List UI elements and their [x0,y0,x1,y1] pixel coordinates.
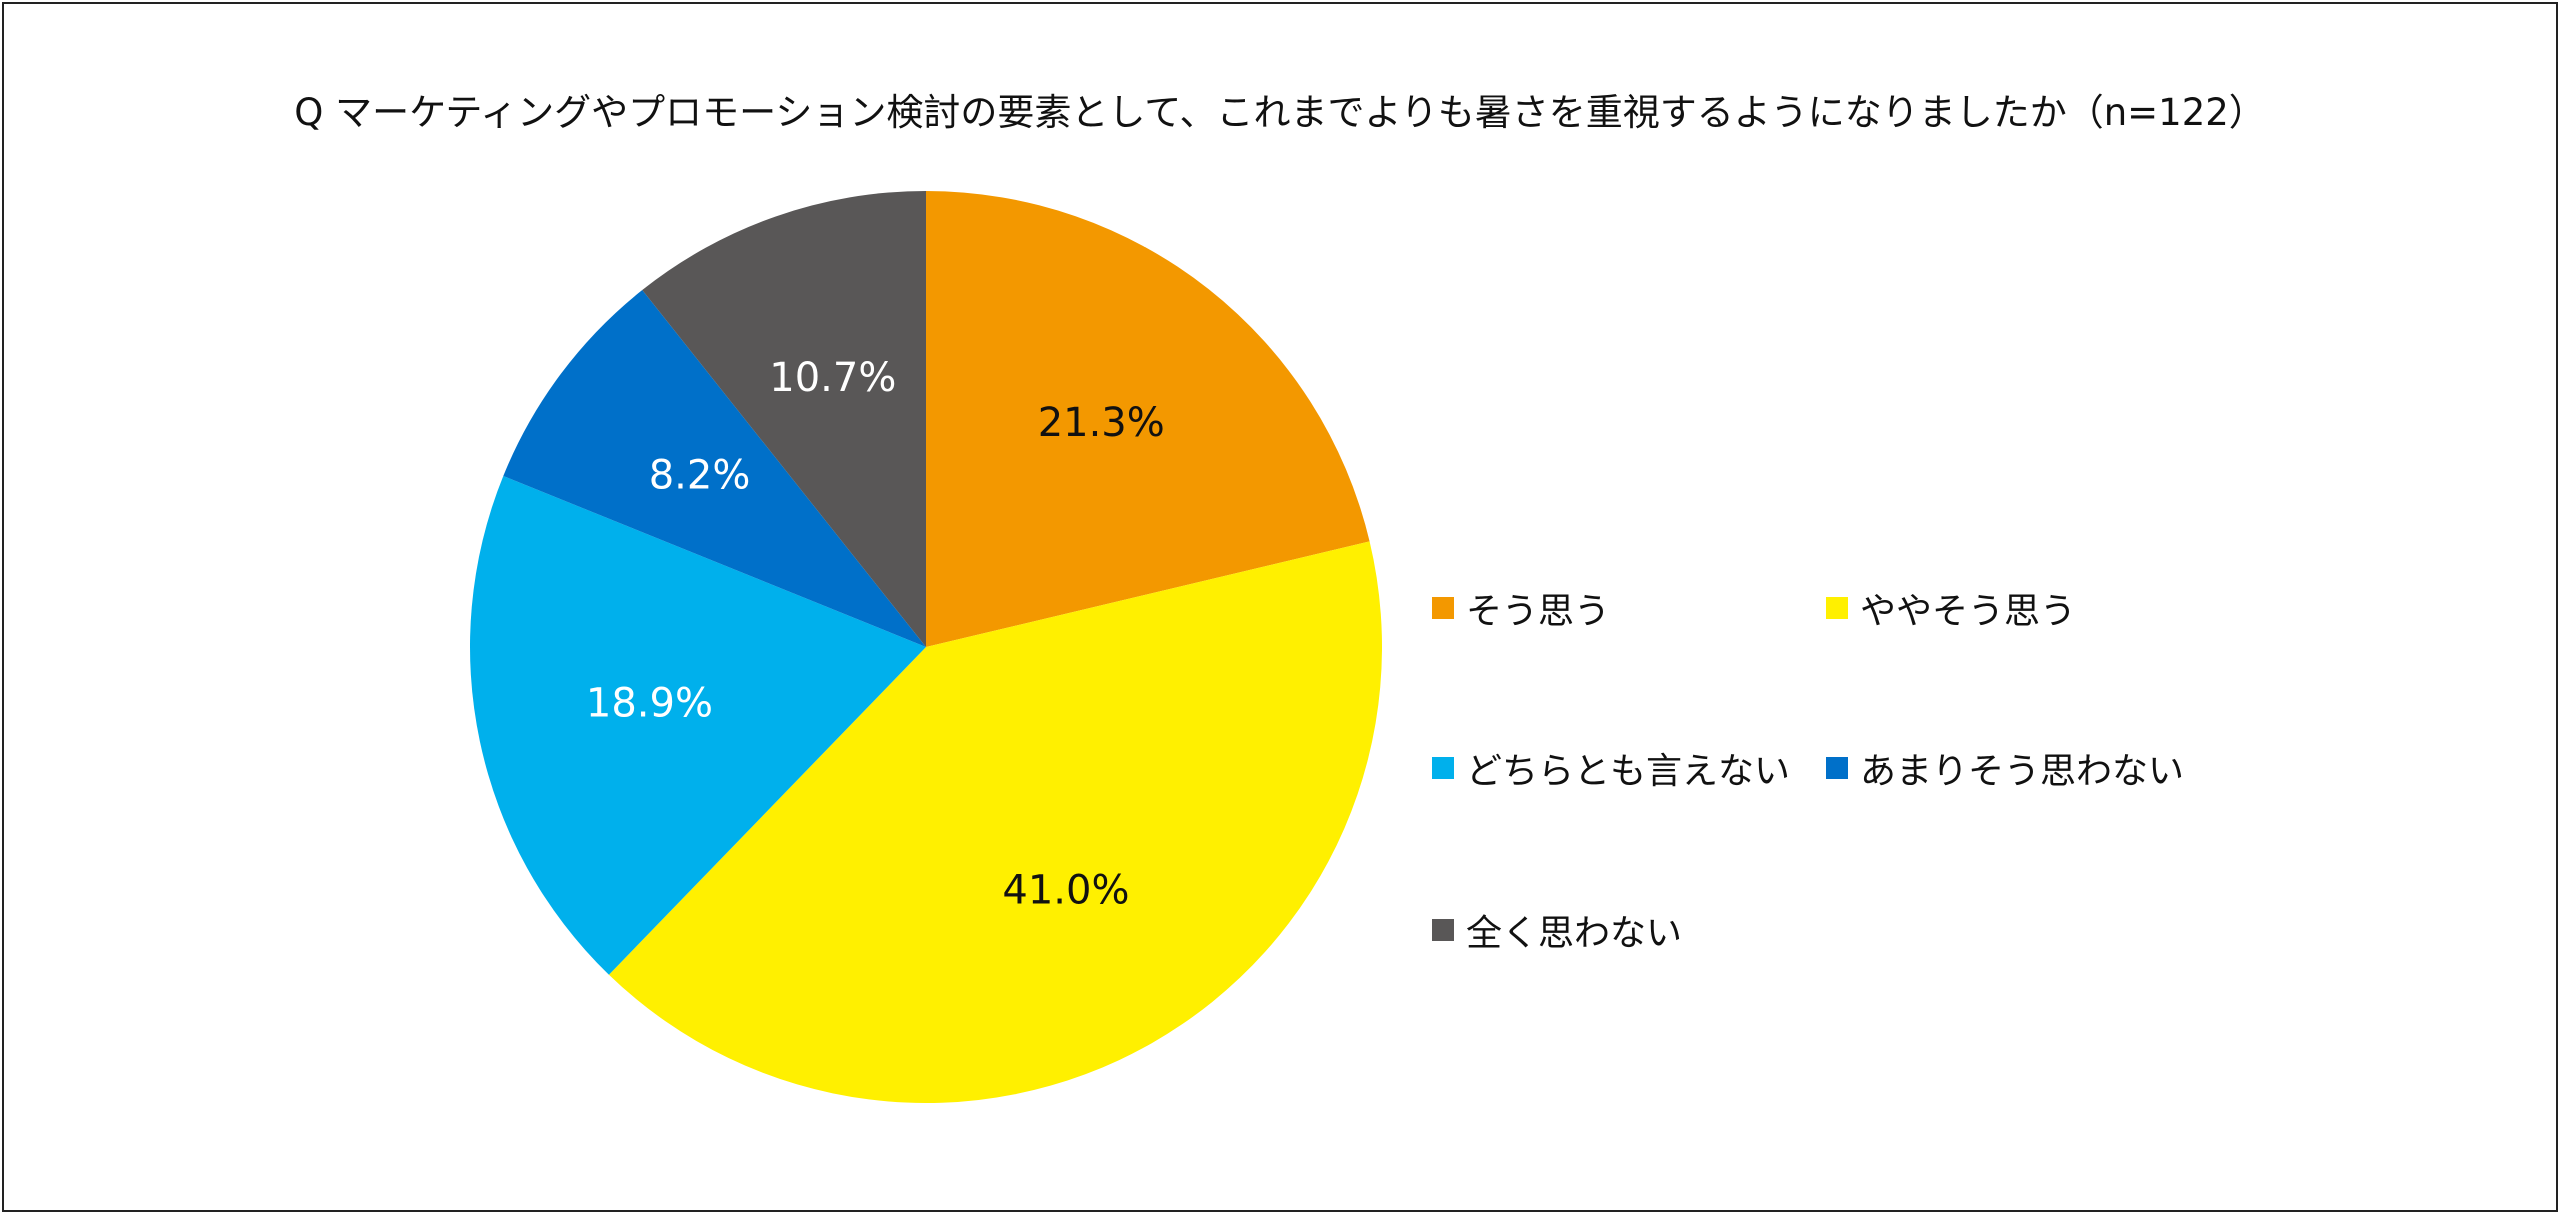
chart-title: Q マーケティングやプロモーション検討の要素として、これまでよりも暑さを重視する… [294,91,2266,134]
legend-swatch-2 [1826,597,1848,619]
legend-swatch-1 [1432,597,1454,619]
pie-slice-3 [469,475,926,975]
slice-data-label-1: 21.3% [1038,400,1165,446]
slice-data-label-4: 8.2% [649,453,751,499]
legend-item-1: そう思う [1432,582,1610,634]
legend-item-2: ややそう思う [1826,582,2076,634]
pie-slice-4 [503,290,926,647]
legend-label-2: ややそう思う [1860,591,2077,632]
slice-data-label-5: 10.7% [769,355,896,401]
legend-item-3: どちらとも言えない [1432,742,1790,794]
legend-label-4: あまりそう思わない [1860,751,2185,792]
pie-slice-5 [642,191,926,647]
legend-item-5: 全く思わない [1432,904,1682,956]
legend-label-3: どちらとも言えない [1466,751,1791,792]
slice-data-label-2: 41.0% [1002,868,1129,914]
slice-data-label-3: 18.9% [586,681,713,727]
legend-swatch-5 [1432,919,1454,941]
pie-slice-1 [926,191,1370,647]
pie-slice-2 [608,541,1383,1103]
legend-swatch-4 [1826,757,1848,779]
legend-label-5: 全く思わない [1466,913,1683,954]
legend-swatch-3 [1432,757,1454,779]
legend-label-1: そう思う [1466,591,1611,632]
legend-item-4: あまりそう思わない [1826,742,2184,794]
